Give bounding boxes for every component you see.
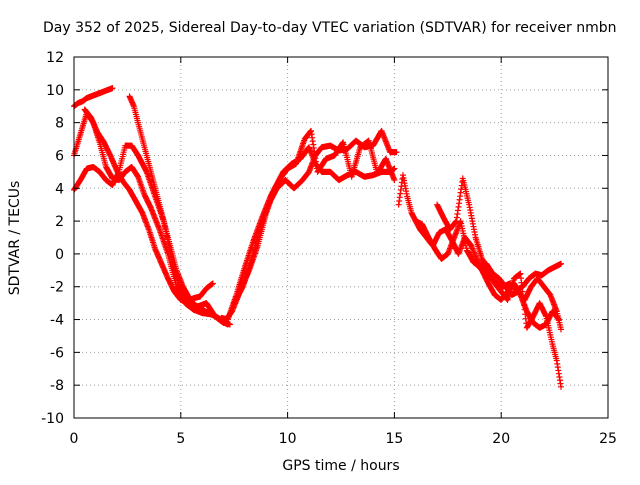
y-tick-label: -4 xyxy=(50,313,64,329)
data-point xyxy=(558,326,565,333)
ticks-layer xyxy=(73,56,609,419)
y-tick-label: 0 xyxy=(55,247,64,263)
series-track-9 xyxy=(395,172,565,294)
x-tick-label: 25 xyxy=(599,431,617,447)
x-tick-label: 15 xyxy=(385,431,403,447)
data-point xyxy=(558,383,565,390)
y-tick-label: 12 xyxy=(46,50,64,66)
series-track-5 xyxy=(126,93,231,328)
y-tick-label: 6 xyxy=(55,148,64,164)
x-tick-label: 0 xyxy=(70,431,79,447)
series-track-4 xyxy=(81,106,216,305)
series-track-8 xyxy=(218,127,398,323)
y-tick-label: -6 xyxy=(50,345,64,361)
data-point xyxy=(109,85,116,92)
y-tick-label: 8 xyxy=(55,116,64,132)
y-tick-label: 10 xyxy=(46,83,64,99)
series-track-1 xyxy=(71,85,116,110)
x-axis-title: GPS time / hours xyxy=(282,458,399,474)
data-point xyxy=(391,177,398,184)
y-tick-label: 2 xyxy=(55,214,64,230)
series-track-2 xyxy=(71,109,233,328)
y-axis-title: SDTVAR / TECUs xyxy=(7,181,23,296)
chart-title: Day 352 of 2025, Sidereal Day-to-day VTE… xyxy=(43,20,617,36)
x-tick-label: 10 xyxy=(279,431,297,447)
data-point xyxy=(558,260,565,267)
data-point xyxy=(393,149,400,156)
x-tick-label: 20 xyxy=(492,431,510,447)
x-tick-label: 5 xyxy=(176,431,185,447)
y-tick-label: -2 xyxy=(50,280,64,296)
data-point xyxy=(209,280,216,287)
series-track-11 xyxy=(434,175,565,390)
data-points-layer xyxy=(71,85,565,390)
y-tick-label: -8 xyxy=(50,378,64,394)
plot-frame xyxy=(73,56,609,419)
series-track-12 xyxy=(472,259,562,331)
y-tick-label: 4 xyxy=(55,181,64,197)
y-tick-label: -10 xyxy=(41,411,64,427)
data-point xyxy=(555,316,562,323)
